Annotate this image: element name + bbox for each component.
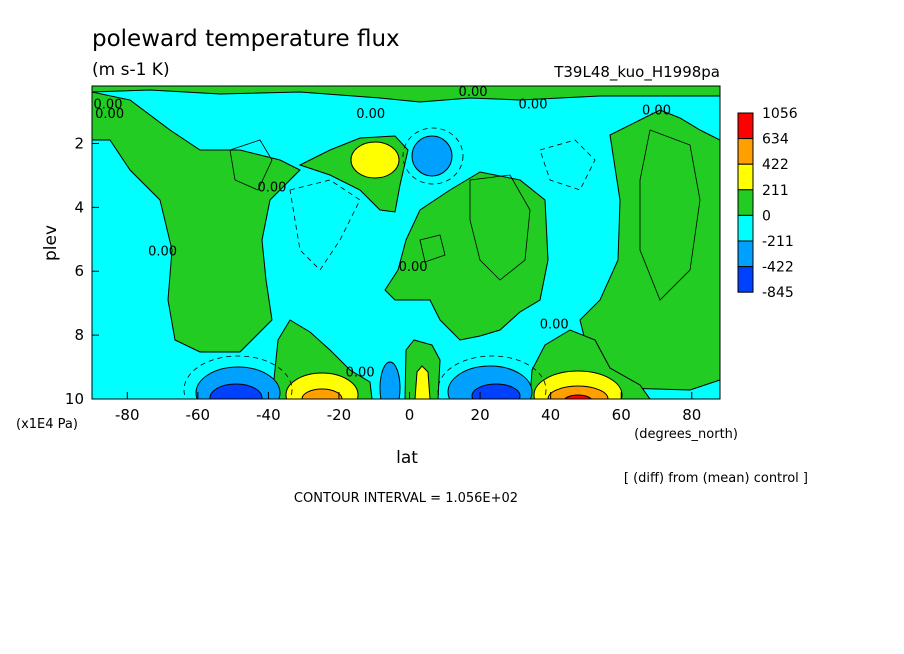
colorbar-level-label: -845: [762, 285, 794, 301]
colorbar-level-label: -211: [762, 234, 794, 250]
chart-title: poleward temperature flux: [92, 26, 400, 52]
x-tick-label: -80: [115, 406, 140, 424]
y-tick-label: 8: [74, 326, 84, 344]
contour-interval: CONTOUR INTERVAL = 1.056E+02: [294, 491, 518, 506]
negative-contour: [539, 139, 596, 191]
colorbar: 1056 634 422 211 0 -211 -422 -845: [737, 106, 798, 301]
colorbar-swatch: [737, 138, 754, 165]
cell-strong-positive-south: [285, 372, 359, 399]
y-tick-label: 2: [74, 134, 84, 152]
cell-negative-north-core: [471, 383, 521, 399]
negative-contour: [183, 355, 293, 399]
y-tick-label: 10: [65, 390, 84, 408]
x-tick-label: 60: [612, 406, 631, 424]
contour-field: [92, 86, 720, 399]
contour-label: 0.00: [95, 107, 124, 122]
y-axis-label: plev: [41, 225, 61, 261]
contour-label: 0.00: [519, 97, 548, 112]
colorbar-swatch: [737, 266, 754, 293]
chart-marks: -80 -60 -40 -20 0 20 40 60 802468100.000.000.000…: [65, 85, 701, 424]
contour-label: 0.00: [459, 85, 488, 100]
positive-contour: [419, 234, 446, 263]
negative-contour: [437, 355, 547, 399]
x-tick-label: 20: [471, 406, 490, 424]
experiment-label: T39L48_kuo_H1998pa: [553, 63, 720, 82]
positive-contour-lines: [229, 129, 701, 301]
contour-label: 0.00: [346, 366, 375, 381]
contour-label: 0.00: [257, 180, 286, 195]
x-tick-label: -60: [186, 406, 211, 424]
colorbar-level-label: 211: [762, 183, 789, 199]
colorbar-level-label: -422: [762, 260, 794, 276]
x-axis-label: lat: [396, 448, 418, 468]
plot-frame: [91, 85, 721, 400]
colorbar-swatch: [737, 163, 754, 191]
contour-label: 0.00: [642, 104, 671, 119]
cell-strong-negative-south-core: [209, 383, 263, 399]
colorbar-swatch: [737, 112, 754, 140]
x-axis-units: (degrees_north): [634, 427, 738, 442]
cell-strong-positive-north-core: [547, 385, 609, 399]
contour-label: 0.00: [356, 107, 385, 122]
field-region-upper-band: [92, 86, 720, 103]
x-tick-label: -20: [327, 406, 352, 424]
comparison-note: [ (diff) from (mean) control ]: [624, 471, 808, 486]
field-region-central-tongue: [384, 171, 549, 341]
colorbar-swatch: [737, 214, 754, 242]
positive-contour: [639, 129, 701, 301]
x-tick-label: 80: [682, 406, 701, 424]
contour-label: 0.00: [148, 244, 177, 259]
negative-contour-lines: [183, 127, 596, 399]
cell-upper-negative: [411, 135, 453, 177]
x-tick-label: -40: [256, 406, 281, 424]
cell-negative-equatorial: [379, 361, 401, 399]
cell-upper-positive: [350, 141, 400, 179]
positive-contour: [229, 139, 273, 191]
contour-label: 0.00: [540, 318, 569, 333]
colorbar-level-label: 634: [762, 132, 789, 148]
negative-contour: [402, 127, 464, 185]
x-tick-label: 0: [405, 406, 415, 424]
chart-units: (m s-1 K): [92, 60, 170, 80]
colorbar-level-label: 0: [762, 208, 771, 224]
y-tick-label: 4: [74, 198, 84, 216]
cell-strong-positive-north-peak: [564, 394, 592, 399]
positive-contour: [469, 174, 531, 281]
field-region-south-polar: [92, 91, 301, 353]
colorbar-level-label: 1056: [762, 106, 798, 122]
y-tick-label: 6: [74, 262, 84, 280]
colorbar-swatch: [737, 189, 754, 216]
contour-label: 0.00: [399, 260, 428, 275]
colorbar-swatch: [737, 240, 754, 268]
y-axis-units: (x1E4 Pa): [16, 417, 78, 432]
field-region-north-polar: [579, 109, 720, 391]
colorbar-level-label: 422: [762, 157, 789, 173]
cell-strong-positive-south-core: [301, 388, 343, 399]
cell-positive-equatorial: [414, 365, 431, 399]
x-tick-label: 40: [541, 406, 560, 424]
contour-label: 0.00: [94, 97, 123, 112]
